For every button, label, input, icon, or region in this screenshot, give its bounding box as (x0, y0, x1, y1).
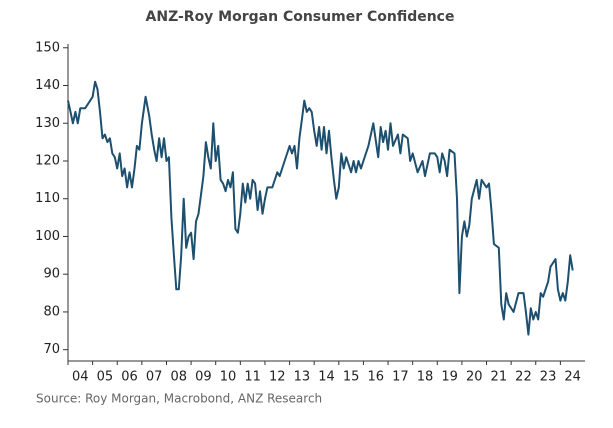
x-tick-label: 04 (72, 370, 89, 385)
x-tick-label: 16 (367, 370, 384, 385)
x-tick-label: 19 (441, 370, 458, 385)
x-tick-label: 06 (121, 370, 138, 385)
x-tick-label: 18 (417, 370, 434, 385)
x-tick-label: 15 (343, 370, 360, 385)
y-tick-label: 130 (35, 116, 60, 131)
x-tick-label: 24 (564, 370, 581, 385)
y-tick-label: 120 (35, 153, 60, 168)
x-tick-label: 10 (220, 370, 237, 385)
y-tick-label: 100 (35, 229, 60, 244)
x-tick-label: 17 (392, 370, 409, 385)
y-tick-label: 80 (43, 304, 60, 319)
x-tick-label: 08 (171, 370, 188, 385)
x-tick-label: 22 (515, 370, 532, 385)
x-tick-label: 20 (466, 370, 483, 385)
x-tick-label: 13 (294, 370, 311, 385)
x-tick-label: 21 (491, 370, 508, 385)
y-tick-label: 140 (35, 78, 60, 93)
x-tick-label: 11 (244, 370, 261, 385)
data-line (67, 80, 574, 336)
x-tick-label: 05 (97, 370, 114, 385)
source-note: Source: Roy Morgan, Macrobond, ANZ Resea… (36, 392, 322, 406)
y-tick-label: 70 (43, 342, 60, 357)
y-tick-label: 90 (43, 267, 60, 282)
x-tick-label: 09 (195, 370, 212, 385)
x-tick-label: 07 (146, 370, 163, 385)
x-tick-label: 14 (318, 370, 335, 385)
y-tick-label: 110 (35, 191, 60, 206)
x-tick-label: 23 (540, 370, 557, 385)
chart-title: ANZ-Roy Morgan Consumer Confidence (146, 9, 455, 25)
y-tick-label: 150 (35, 40, 60, 55)
x-tick-label: 12 (269, 370, 286, 385)
